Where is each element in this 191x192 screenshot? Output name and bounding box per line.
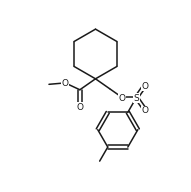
Text: O: O [141,82,148,91]
Text: S: S [134,94,139,103]
Text: O: O [76,103,83,112]
Text: O: O [119,94,126,103]
Text: O: O [141,106,148,115]
Text: O: O [62,79,69,88]
